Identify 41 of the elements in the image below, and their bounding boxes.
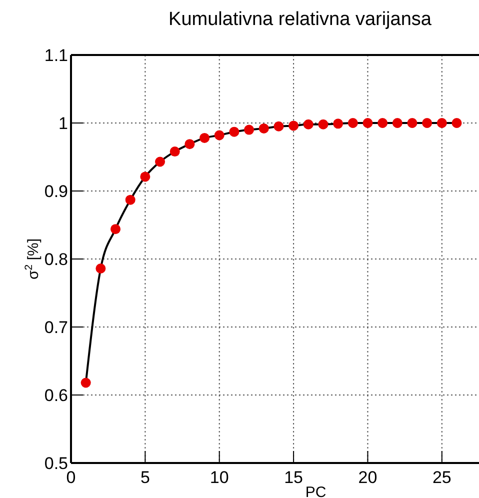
point [170,146,180,157]
point [258,123,269,134]
x-tick-label: 5 [140,468,150,487]
point [452,118,462,128]
point [348,118,358,128]
point [362,118,373,128]
point [422,118,432,128]
point [229,126,240,137]
y-tick-label: 0.7 [44,318,68,337]
point [288,120,299,131]
point [303,119,314,130]
chart-title: Kumulativna relativna varijansa [168,9,432,30]
y-tick-label: 0.6 [44,386,68,405]
y-tick-label: 1 [58,114,68,133]
point [333,118,344,129]
point [155,156,166,167]
point [318,119,328,130]
y-tick-label: 0.9 [44,182,68,201]
point [96,264,106,274]
x-tick-label: 20 [358,468,378,487]
point [80,378,91,388]
y-tick-label: 0.5 [44,454,68,473]
y-tick-label: 0.8 [44,250,68,269]
point [125,194,136,205]
point [214,130,224,140]
point [140,172,150,182]
point [200,132,210,143]
x-axis-title: PC [305,484,326,498]
point [110,224,121,234]
point [392,118,402,128]
point [436,118,447,128]
x-tick-label: 25 [432,468,452,487]
x-tick-label: 0 [66,468,76,487]
point [378,118,388,128]
x-tick-label: 15 [284,468,304,487]
y-tick-label: 1.1 [44,46,68,65]
point [244,124,254,135]
point [274,121,284,132]
x-tick-label: 10 [210,468,229,487]
point [407,118,418,128]
point [184,139,195,150]
